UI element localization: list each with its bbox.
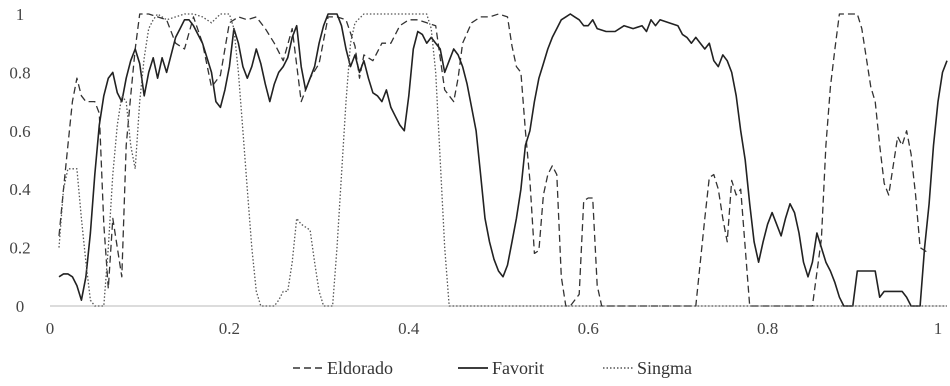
legend-label-eldorado: Eldorado [327, 358, 393, 378]
x-tick-label: 1 [934, 319, 943, 338]
x-tick-label: 0.8 [757, 319, 778, 338]
series-line-eldorado [58, 13, 930, 307]
y-axis-tick-labels: 0 0.2 0.4 0.6 0.8 1 [9, 5, 31, 316]
y-tick-label: 0.8 [9, 63, 30, 82]
legend-label-favorit: Favorit [492, 358, 544, 378]
series-line-singma [58, 13, 947, 307]
x-tick-label: 0.4 [398, 319, 420, 338]
x-tick-label: 0.6 [578, 319, 599, 338]
series-line-favorit [58, 13, 948, 307]
legend-label-singma: Singma [637, 358, 692, 378]
legend: Eldorado Favorit Singma [293, 358, 692, 378]
x-tick-label: 0.2 [219, 319, 240, 338]
y-tick-label: 0 [16, 297, 25, 316]
plot-area [58, 13, 948, 307]
x-tick-label: 0 [46, 319, 55, 338]
y-tick-label: 1 [16, 5, 25, 24]
y-tick-label: 0.2 [9, 239, 30, 258]
x-axis-tick-labels: 0 0.2 0.4 0.6 0.8 1 [46, 319, 943, 338]
y-tick-label: 0.6 [9, 122, 30, 141]
y-tick-label: 0.4 [9, 180, 31, 199]
